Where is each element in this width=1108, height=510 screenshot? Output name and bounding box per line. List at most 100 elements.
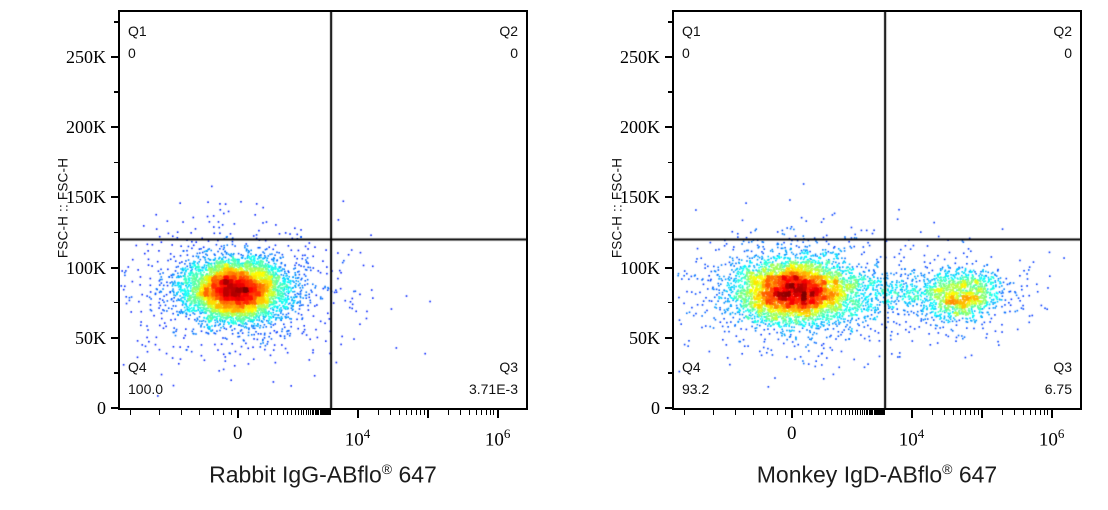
x-minor-tick bbox=[329, 410, 331, 415]
x-minor-tick bbox=[319, 410, 321, 415]
quadrant-q4-stat: Q4 93.2 bbox=[682, 356, 709, 400]
x-minor-tick bbox=[873, 410, 875, 415]
x-minor-tick bbox=[684, 410, 686, 415]
x-minor-tick bbox=[327, 410, 329, 415]
x-minor-tick bbox=[1029, 410, 1031, 415]
x-axis-title-suffix: 647 bbox=[952, 461, 998, 488]
x-minor-tick bbox=[324, 410, 326, 415]
x-medium-tick bbox=[426, 410, 429, 418]
x-minor-tick bbox=[322, 410, 324, 415]
y-tick-label: 200K bbox=[620, 117, 660, 138]
x-minor-tick bbox=[810, 410, 812, 415]
x-minor-tick bbox=[1047, 410, 1049, 415]
quadrant-q1-value: 0 bbox=[128, 45, 136, 61]
x-tick-exponent: 4 bbox=[363, 426, 371, 441]
x-minor-tick bbox=[317, 410, 319, 415]
x-tick-base: 10 bbox=[1038, 429, 1058, 451]
y-tick-label: 150K bbox=[620, 187, 660, 208]
registered-trademark-symbol: ® bbox=[942, 461, 953, 477]
x-minor-tick bbox=[406, 410, 408, 415]
x-minor-tick bbox=[848, 410, 850, 415]
registered-trademark-symbol: ® bbox=[381, 461, 393, 477]
x-minor-tick bbox=[872, 410, 874, 415]
x-minor-tick bbox=[1039, 410, 1041, 415]
y-major-tick bbox=[111, 196, 118, 199]
x-minor-tick bbox=[859, 410, 861, 415]
y-minor-tick bbox=[668, 231, 672, 234]
x-minor-tick bbox=[318, 410, 320, 415]
quadrant-q3-stat: Q3 6.75 bbox=[1045, 356, 1072, 400]
x-minor-tick bbox=[1043, 410, 1045, 415]
x-minor-tick bbox=[801, 410, 803, 415]
y-minor-tick bbox=[668, 301, 672, 304]
quadrant-q4-stat: Q4 100.0 bbox=[128, 356, 163, 400]
x-tick-label: 104 bbox=[328, 423, 388, 451]
y-minor-tick bbox=[114, 161, 118, 163]
y-major-tick bbox=[665, 126, 672, 129]
quadrant-q4-label: Q4 bbox=[128, 359, 147, 375]
x-minor-tick bbox=[271, 410, 273, 415]
x-minor-tick bbox=[489, 410, 491, 415]
x-minor-tick bbox=[247, 410, 249, 415]
x-minor-tick bbox=[303, 410, 305, 415]
x-minor-tick bbox=[277, 410, 279, 415]
x-minor-tick bbox=[882, 410, 884, 415]
x-tick-exponent: 6 bbox=[1057, 426, 1065, 441]
y-tick-label: 100K bbox=[620, 257, 660, 278]
x-major-tick bbox=[910, 410, 913, 418]
x-tick-label: 0 bbox=[232, 423, 243, 444]
x-minor-tick bbox=[825, 410, 827, 415]
x-minor-tick bbox=[212, 410, 214, 415]
x-minor-tick bbox=[416, 410, 418, 415]
x-minor-tick bbox=[882, 410, 884, 415]
x-major-tick bbox=[496, 410, 499, 418]
x-minor-tick bbox=[390, 410, 392, 415]
x-tick-exponent: 6 bbox=[503, 426, 511, 441]
x-minor-tick bbox=[777, 410, 779, 415]
x-minor-tick bbox=[1002, 410, 1004, 415]
x-minor-tick bbox=[875, 410, 877, 415]
y-tick-label: 100K bbox=[66, 257, 106, 278]
scatter-canvas bbox=[674, 12, 1080, 408]
y-tick-label: 50K bbox=[629, 327, 660, 348]
x-minor-tick bbox=[831, 410, 833, 415]
flow-plot-monkey-igd: FSC-H :: FSC-H Q1 0 Q2 0 Q3 6.75 Q4 93.2… bbox=[554, 0, 1108, 510]
x-major-tick bbox=[356, 410, 359, 418]
y-major-tick bbox=[111, 266, 118, 269]
x-minor-tick bbox=[316, 410, 317, 415]
x-minor-tick bbox=[481, 410, 483, 415]
x-minor-tick bbox=[475, 410, 477, 415]
x-tick-label: 104 bbox=[882, 423, 942, 451]
quadrant-q4-value: 93.2 bbox=[682, 381, 710, 397]
x-minor-tick bbox=[876, 410, 878, 415]
y-axis-title: FSC-H :: FSC-H bbox=[55, 157, 71, 259]
x-minor-tick bbox=[323, 410, 325, 415]
x-minor-tick bbox=[448, 410, 450, 415]
x-minor-tick bbox=[861, 410, 863, 415]
x-minor-tick bbox=[294, 410, 296, 415]
x-minor-tick bbox=[932, 410, 934, 415]
x-minor-tick bbox=[878, 410, 880, 415]
x-minor-tick bbox=[960, 410, 962, 415]
y-minor-tick bbox=[114, 301, 118, 304]
quadrant-q1-label: Q1 bbox=[128, 23, 147, 39]
y-minor-tick bbox=[668, 372, 672, 374]
x-minor-tick bbox=[974, 410, 976, 415]
quadrant-q3-stat: Q3 3.71E-3 bbox=[469, 356, 518, 400]
x-minor-tick bbox=[845, 410, 847, 415]
y-minor-tick bbox=[668, 91, 672, 93]
x-minor-tick bbox=[324, 410, 326, 415]
quadrant-q2-stat: Q2 0 bbox=[1053, 20, 1072, 64]
x-minor-tick bbox=[944, 410, 946, 415]
quadrant-q2-label: Q2 bbox=[1053, 23, 1072, 39]
x-minor-tick bbox=[130, 410, 132, 415]
x-minor-tick bbox=[785, 410, 787, 415]
x-axis-title: Monkey IgD-ABflo® 647 bbox=[672, 461, 1082, 489]
x-minor-tick bbox=[1023, 410, 1025, 415]
x-minor-tick bbox=[469, 410, 471, 415]
x-axis-title-text: Rabbit IgG-ABflo bbox=[209, 461, 382, 488]
x-minor-tick bbox=[256, 410, 258, 415]
x-minor-tick bbox=[199, 410, 201, 415]
y-tick-label: 150K bbox=[66, 187, 106, 208]
y-tick-label: 50K bbox=[75, 327, 106, 348]
